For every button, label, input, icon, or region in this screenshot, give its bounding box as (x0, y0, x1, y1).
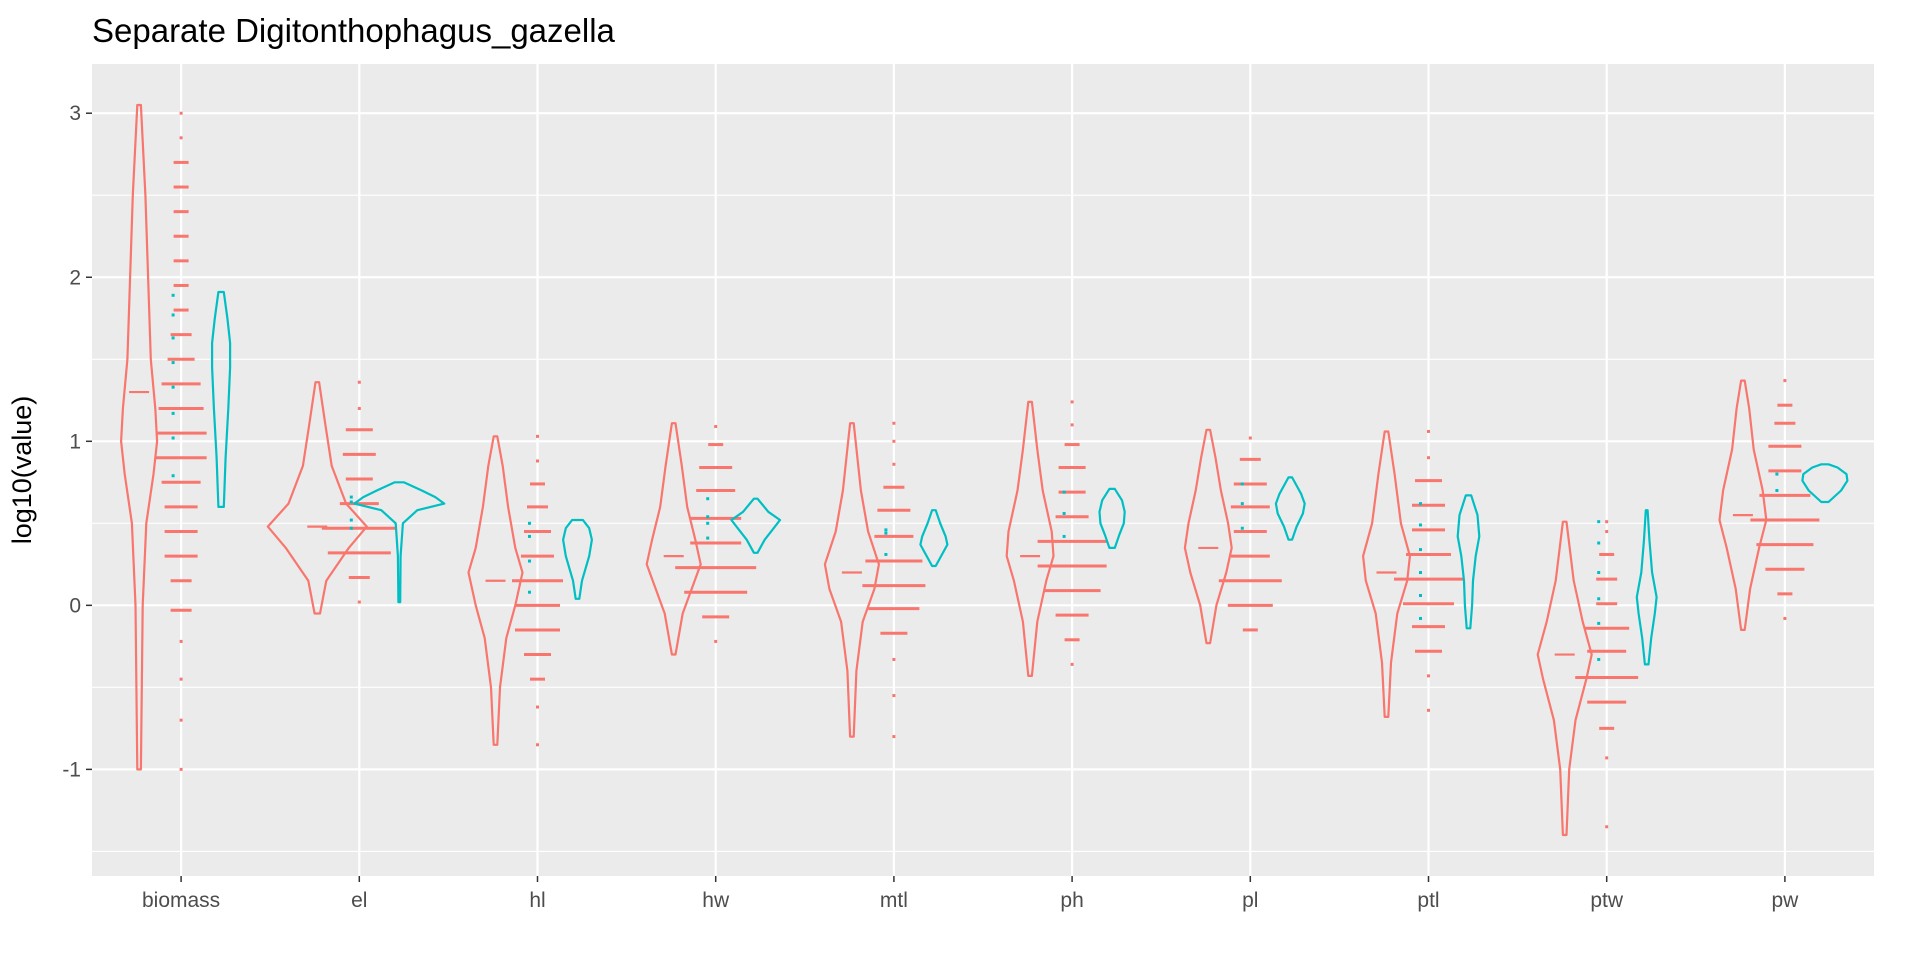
plot-marks (120, 103, 1849, 837)
violin-group1-ptw (1536, 520, 1593, 837)
plot-panel (92, 64, 1874, 876)
x-tick-label-pl: pl (1242, 889, 1258, 912)
x-tick-label-biomass: biomass (142, 889, 220, 912)
violin-group2-mtl (919, 509, 949, 568)
violin-group2-ptw (1635, 509, 1658, 666)
violin-group2-hw (730, 497, 782, 554)
x-tick-label-ph: ph (1060, 889, 1083, 912)
violin-group1-biomass (120, 103, 159, 771)
violin-group2-ptl (1456, 494, 1481, 630)
violin-group2-el (353, 481, 446, 604)
violin-group2-biomass (211, 290, 232, 508)
violin-group2-hl (562, 518, 593, 600)
y-axis-title: log10(value) (7, 396, 37, 545)
violin-group1-ph (1005, 400, 1055, 677)
x-tick-label-el: el (351, 889, 367, 912)
y-tick-label: 1 (69, 430, 81, 453)
chart-title: Separate Digitonthophagus_gazella (92, 12, 616, 49)
x-tick-label-hw: hw (702, 889, 730, 912)
violin-group1-pw (1718, 379, 1768, 631)
violin-group2-pl (1274, 476, 1306, 541)
x-tick-label-ptl: ptl (1417, 889, 1439, 912)
y-tick-label: 2 (69, 266, 81, 289)
x-tick-label-pw: pw (1771, 889, 1799, 912)
violin-group2-pw (1801, 463, 1849, 504)
violin-group1-ptl (1362, 430, 1411, 718)
axes: -1 0 1 2 3 biomass el hl hw mtl ph pl ptl ptw pw (62, 102, 1799, 912)
x-tick-label-mtl: mtl (880, 889, 908, 912)
violin-group2-ph (1098, 487, 1126, 549)
y-tick-label: 0 (69, 594, 81, 617)
violin-group1-mtl (823, 422, 880, 738)
violin-group1-hw (645, 422, 702, 656)
violin-group1-el (266, 381, 368, 615)
x-tick-label-ptw: ptw (1590, 889, 1624, 912)
grid (92, 64, 1874, 876)
violin-group1-pl (1183, 428, 1233, 645)
y-tick-label: -1 (62, 758, 81, 781)
x-tick-label-hl: hl (529, 889, 545, 912)
y-tick-label: 3 (69, 102, 81, 125)
